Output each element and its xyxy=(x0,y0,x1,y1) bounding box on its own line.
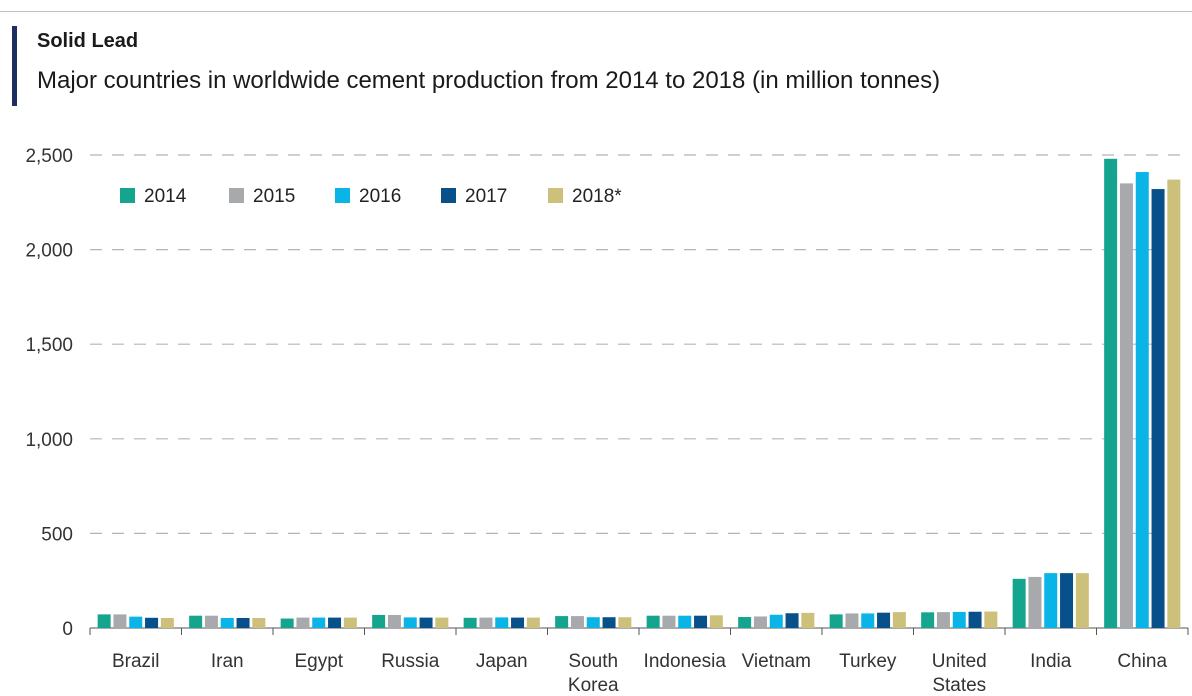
bar xyxy=(662,615,676,628)
bar xyxy=(129,616,143,628)
bar xyxy=(678,615,692,628)
bar xyxy=(189,615,203,628)
bar xyxy=(618,617,632,628)
bar xyxy=(968,611,982,628)
x-tick-label: Brazil xyxy=(112,651,160,672)
bar xyxy=(602,617,616,628)
bar xyxy=(861,613,875,628)
bar xyxy=(296,617,310,628)
y-tick-label: 1,000 xyxy=(25,430,73,451)
bar xyxy=(1075,573,1089,628)
bar xyxy=(892,612,906,628)
x-tick-label: India xyxy=(1030,651,1072,672)
bar xyxy=(113,614,127,628)
bar xyxy=(570,616,584,628)
bar xyxy=(387,614,401,628)
bar xyxy=(952,611,966,628)
x-tick-label: China xyxy=(1117,651,1167,672)
x-tick-label: Russia xyxy=(381,651,440,672)
bar xyxy=(220,617,234,628)
bar xyxy=(646,615,660,628)
bar xyxy=(1104,158,1118,628)
bar xyxy=(586,617,600,628)
bar xyxy=(785,613,799,628)
legend-label: 2015 xyxy=(253,186,295,207)
y-tick-label: 1,500 xyxy=(25,335,73,356)
bar xyxy=(877,612,891,628)
bar xyxy=(984,611,998,628)
bar xyxy=(511,617,525,628)
bar xyxy=(526,617,540,628)
legend-swatch xyxy=(229,188,244,203)
y-tick-label: 2,500 xyxy=(25,146,73,167)
x-tick-label: Indonesia xyxy=(644,651,727,672)
bar xyxy=(921,612,935,628)
bar xyxy=(343,617,357,628)
bar xyxy=(97,614,111,628)
x-tick-label: Iran xyxy=(211,651,244,672)
bar xyxy=(694,615,708,628)
bar xyxy=(419,617,433,628)
bar xyxy=(252,617,266,628)
bar xyxy=(280,618,294,628)
legend-swatch xyxy=(441,188,456,203)
bar xyxy=(236,617,250,628)
bar xyxy=(829,614,843,628)
bar xyxy=(1060,573,1074,628)
bar xyxy=(463,617,477,628)
bar xyxy=(479,617,493,628)
x-tick-label: Turkey xyxy=(839,651,897,672)
bar xyxy=(1167,179,1181,628)
bar xyxy=(435,617,449,628)
legend-label: 2018* xyxy=(572,186,622,207)
legend-label: 2017 xyxy=(465,186,507,207)
x-tick-label: Egypt xyxy=(294,651,343,672)
bar xyxy=(1119,183,1133,628)
bar xyxy=(204,615,218,628)
bar xyxy=(1012,578,1026,628)
bar xyxy=(555,616,569,628)
bar xyxy=(1028,576,1042,628)
bar xyxy=(495,617,509,628)
legend-label: 2016 xyxy=(359,186,401,207)
x-tick-label: South Korea xyxy=(568,651,619,696)
y-tick-label: 0 xyxy=(62,619,73,640)
bar xyxy=(403,617,417,628)
x-tick-label: Japan xyxy=(476,651,528,672)
bar xyxy=(753,616,767,628)
bar xyxy=(1044,573,1058,628)
bar xyxy=(145,617,159,628)
bar xyxy=(769,614,783,628)
chart-subtitle: Major countries in worldwide cement prod… xyxy=(37,67,941,94)
bar xyxy=(936,612,950,628)
x-tick-label: United States xyxy=(932,651,987,696)
legend-swatch xyxy=(548,188,563,203)
y-tick-label: 2,000 xyxy=(25,241,73,262)
title-accent-bar xyxy=(12,26,17,106)
bar xyxy=(738,617,752,628)
top-rule xyxy=(0,11,1192,12)
bar xyxy=(160,617,174,628)
x-tick-label: Vietnam xyxy=(742,651,811,672)
bar xyxy=(801,612,815,628)
chart-title: Solid Lead xyxy=(37,30,139,52)
legend-label: 2014 xyxy=(144,186,187,207)
bar xyxy=(328,617,342,628)
legend-swatch xyxy=(120,188,135,203)
legend-swatch xyxy=(335,188,350,203)
y-tick-label: 500 xyxy=(41,524,73,545)
bar xyxy=(312,617,326,628)
bar xyxy=(709,615,723,628)
bar xyxy=(1135,172,1149,628)
bar xyxy=(1151,189,1165,628)
bar xyxy=(845,613,859,628)
bar xyxy=(372,614,386,628)
